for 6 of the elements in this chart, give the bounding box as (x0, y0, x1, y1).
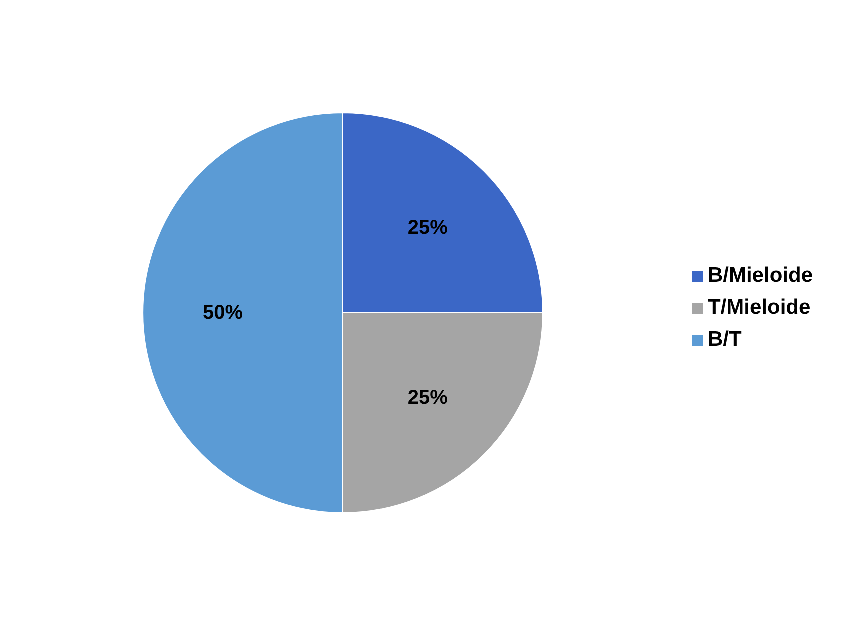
data-label: 25% (408, 217, 448, 240)
data-label: 50% (202, 302, 244, 324)
legend-label: B/Mieloide (708, 263, 813, 289)
legend-label: T/Mieloide (708, 295, 811, 321)
data-label: 25% (408, 386, 448, 409)
legend-label: B/T (708, 327, 742, 353)
